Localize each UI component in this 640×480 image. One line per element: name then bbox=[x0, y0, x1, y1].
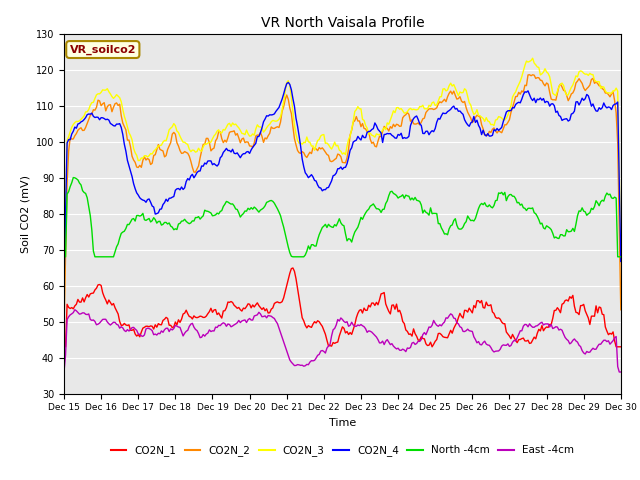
Text: VR_soilco2: VR_soilco2 bbox=[70, 44, 136, 55]
Title: VR North Vaisala Profile: VR North Vaisala Profile bbox=[260, 16, 424, 30]
Legend: CO2N_1, CO2N_2, CO2N_3, CO2N_4, North -4cm, East -4cm: CO2N_1, CO2N_2, CO2N_3, CO2N_4, North -4… bbox=[106, 441, 579, 460]
Y-axis label: Soil CO2 (mV): Soil CO2 (mV) bbox=[20, 175, 30, 252]
X-axis label: Time: Time bbox=[329, 418, 356, 428]
